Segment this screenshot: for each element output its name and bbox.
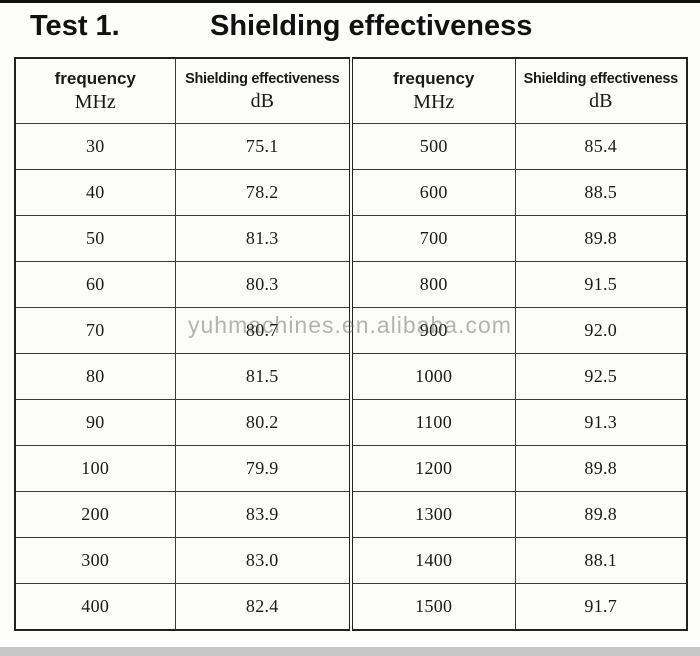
table-cell: 82.4	[174, 583, 352, 631]
header-label: Shielding effectiveness	[185, 70, 340, 87]
header-frequency-left: frequency MHz	[14, 57, 176, 124]
table-cell: 88.1	[514, 537, 688, 584]
test-number-label: Test 1.	[30, 10, 120, 42]
table-cell: 1000	[349, 353, 516, 400]
table-cell: 1400	[349, 537, 516, 584]
table-cell: 89.8	[514, 215, 688, 262]
table-cell: 50	[14, 215, 176, 262]
table-header: frequency MHz Shielding effectiveness dB…	[14, 57, 688, 124]
table-row: 80 81.5 1000 92.5	[14, 353, 688, 400]
table-cell: 100	[14, 445, 176, 492]
table-cell: 81.5	[174, 353, 352, 400]
table-cell: 92.0	[514, 307, 688, 354]
table-cell: 70	[14, 307, 176, 354]
table-cell: 90	[14, 399, 176, 446]
header-shielding-right: Shielding effectiveness dB	[514, 57, 688, 124]
table-cell: 80.2	[174, 399, 352, 446]
header-frequency-right: frequency MHz	[349, 57, 516, 124]
header-unit: MHz	[74, 90, 116, 113]
table-cell: 89.8	[514, 445, 688, 492]
header-shielding-left: Shielding effectiveness dB	[174, 57, 352, 124]
table-cell: 900	[349, 307, 516, 354]
table-cell: 1300	[349, 491, 516, 538]
header-label: frequency	[54, 69, 136, 89]
table-cell: 400	[14, 583, 176, 631]
table-row: 50 81.3 700 89.8	[14, 215, 688, 262]
table-cell: 89.8	[514, 491, 688, 538]
table-row: 200 83.9 1300 89.8	[14, 491, 688, 538]
table-cell: 1500	[349, 583, 516, 631]
table-row: 30 75.1 500 85.4	[14, 123, 688, 170]
table-cell: 700	[349, 215, 516, 262]
table-row: 40 78.2 600 88.5	[14, 169, 688, 216]
table-cell: 80.3	[174, 261, 352, 308]
header-unit: dB	[589, 90, 613, 113]
table-cell: 92.5	[514, 353, 688, 400]
document-title: Test 1. Shielding effectiveness	[30, 10, 680, 43]
header-label: frequency	[393, 69, 475, 89]
table-body: 30 75.1 500 85.4 40 78.2 600 88.5 50 81.3 700 89.8 6…	[14, 123, 688, 631]
top-border-rule	[0, 0, 700, 3]
table-cell: 1200	[349, 445, 516, 492]
table-cell: 79.9	[174, 445, 352, 492]
table-cell: 1100	[349, 399, 516, 446]
table-cell: 30	[14, 123, 176, 170]
table-cell: 200	[14, 491, 176, 538]
header-label: Shielding effectiveness	[523, 70, 679, 87]
table-cell: 800	[349, 261, 516, 308]
table-row: 60 80.3 800 91.5	[14, 261, 688, 308]
table-row: 400 82.4 1500 91.7	[14, 583, 688, 631]
table-cell: 88.5	[514, 169, 688, 216]
page-title: Shielding effectiveness	[210, 10, 533, 42]
shielding-effectiveness-table: frequency MHz Shielding effectiveness dB…	[14, 57, 688, 631]
table-cell: 81.3	[174, 215, 352, 262]
scan-edge-strip	[0, 647, 700, 656]
table-cell: 91.3	[514, 399, 688, 446]
table-cell: 83.9	[174, 491, 352, 538]
table-row: 70 80.7 900 92.0	[14, 307, 688, 354]
header-unit: MHz	[413, 90, 455, 113]
table-cell: 600	[349, 169, 516, 216]
table-cell: 78.2	[174, 169, 352, 216]
table-cell: 91.7	[514, 583, 688, 631]
table-cell: 40	[14, 169, 176, 216]
table-cell: 500	[349, 123, 516, 170]
table-cell: 83.0	[174, 537, 352, 584]
table-cell: 300	[14, 537, 176, 584]
header-unit: dB	[250, 90, 274, 113]
table-row: 90 80.2 1100 91.3	[14, 399, 688, 446]
table-cell: 80.7	[174, 307, 352, 354]
table-cell: 80	[14, 353, 176, 400]
table-cell: 85.4	[514, 123, 688, 170]
table-cell: 60	[14, 261, 176, 308]
table-cell: 75.1	[174, 123, 352, 170]
table-row: 300 83.0 1400 88.1	[14, 537, 688, 584]
table-row: 100 79.9 1200 89.8	[14, 445, 688, 492]
header-row: frequency MHz Shielding effectiveness dB…	[14, 57, 688, 124]
table-cell: 91.5	[514, 261, 688, 308]
